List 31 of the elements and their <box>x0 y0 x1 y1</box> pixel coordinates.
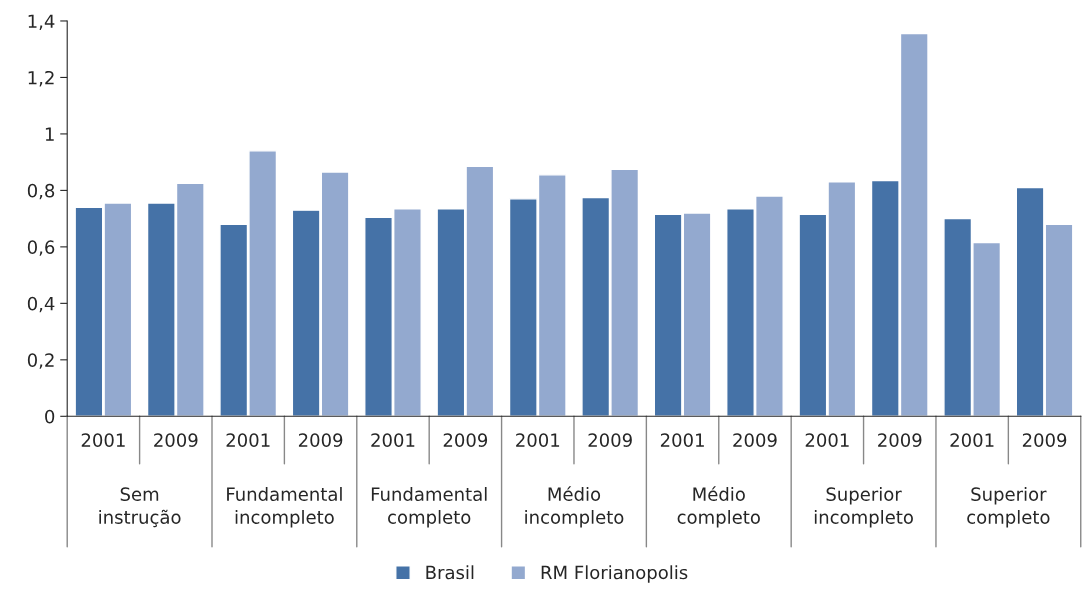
y-tick-label: 1,4 <box>28 14 55 30</box>
y-tick-label: 0,8 <box>27 183 55 200</box>
text: Sem instrução <box>99 487 181 528</box>
x-tick-label: 2001 <box>226 433 270 447</box>
text: Superior completo <box>967 487 1050 528</box>
legend-label: RM Florianopolis <box>541 565 688 583</box>
y-tick-label: 0,2 <box>27 353 54 369</box>
text: Superior incompleto <box>814 487 913 528</box>
text: Médio completo <box>677 486 760 528</box>
x-tick-label: 2009 <box>878 433 922 447</box>
x-tick-label: 2001 <box>805 433 849 447</box>
x-tick-label: 2009 <box>443 433 488 447</box>
x-tick-label: 2009 <box>733 433 777 447</box>
x-tick-label: 2001 <box>950 433 994 447</box>
text: Médio incompleto <box>525 486 624 528</box>
legend-label: Brasil <box>426 565 474 580</box>
y-tick-label: 0 <box>45 409 55 424</box>
x-tick-label: 2009 <box>1022 433 1067 447</box>
x-tick-label: 2001 <box>371 433 415 447</box>
y-tick-label: 1,2 <box>28 70 54 87</box>
text: Fundamental completo <box>371 487 487 528</box>
x-tick-label: 2009 <box>298 433 343 447</box>
y-tick-label: 0,6 <box>27 240 55 256</box>
x-tick-label: 2009 <box>588 433 632 447</box>
y-tick-label: 0,4 <box>27 296 55 313</box>
x-tick-label: 2001 <box>660 433 704 447</box>
x-tick-label: 2009 <box>154 433 198 447</box>
y-tick-label: 1 <box>45 127 54 141</box>
text: Fundamental incompleto <box>227 487 342 528</box>
x-tick-label: 2001 <box>516 433 560 447</box>
x-tick-label: 2001 <box>81 433 125 447</box>
